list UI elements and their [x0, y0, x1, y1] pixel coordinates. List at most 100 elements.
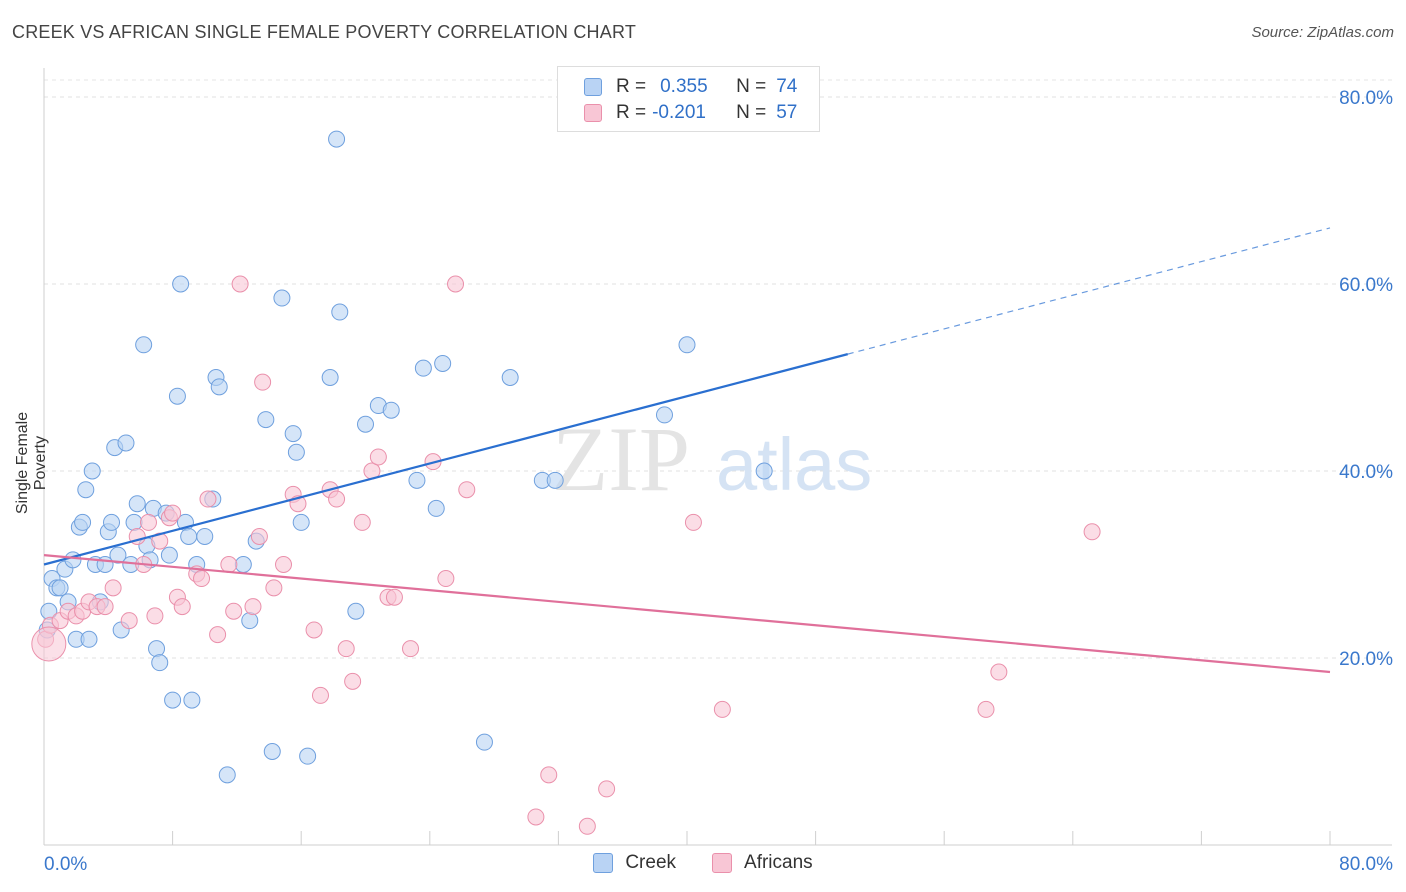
creek-point	[103, 513, 121, 531]
creek-point	[321, 369, 339, 386]
africans-point	[225, 602, 243, 620]
creek-point	[148, 640, 166, 658]
creek-point	[414, 359, 432, 377]
africans-point	[209, 626, 227, 644]
n-label: N =	[736, 76, 767, 97]
africans-point-large	[31, 626, 67, 662]
africans-point	[250, 527, 268, 545]
creek-point	[64, 551, 82, 569]
creek-point	[284, 425, 302, 443]
creek-point	[408, 471, 426, 489]
africans-point	[193, 570, 211, 588]
creek-point	[434, 354, 452, 372]
creek-point	[234, 556, 252, 573]
y-tick-label: 20.0%	[1339, 649, 1393, 670]
africans-point	[437, 570, 455, 588]
creek-point	[128, 495, 146, 513]
africans-point	[713, 700, 731, 718]
creek-point	[427, 499, 445, 517]
creek-point	[218, 766, 236, 784]
creek-point	[263, 743, 281, 760]
africans-point	[139, 513, 157, 531]
watermark-zip: ZIP	[552, 408, 690, 510]
africans-point	[305, 621, 323, 639]
creek-point	[77, 481, 95, 499]
creek-point	[287, 443, 305, 461]
creek-point	[299, 747, 317, 765]
africans-point	[977, 700, 995, 718]
creek-point	[331, 303, 349, 321]
legend-row-creek: R = 0.355 N = 74	[584, 75, 797, 99]
creek-point	[164, 691, 182, 709]
creek-point	[501, 369, 519, 386]
watermark: ZIP atlas	[552, 408, 872, 510]
africans-points	[31, 275, 1101, 835]
africans-point	[344, 672, 362, 690]
africans-point	[254, 373, 272, 391]
creek-point	[51, 579, 69, 597]
africans-swatch	[712, 853, 733, 873]
africans-point	[990, 663, 1008, 681]
africans-point	[275, 556, 293, 573]
africans-point	[311, 686, 329, 704]
y-axis-label: Single Female Poverty	[14, 411, 49, 515]
africans-point	[353, 513, 371, 531]
creek-point	[125, 513, 143, 531]
x-tick-label: 80.0%	[1339, 854, 1393, 875]
source-credit: Source: ZipAtlas.com	[1251, 24, 1394, 41]
africans-point	[328, 490, 346, 508]
trend-lines	[43, 227, 1331, 674]
r-label: R =	[616, 102, 647, 123]
creek-swatch	[584, 78, 602, 96]
africans-point	[96, 598, 114, 616]
creek-point	[168, 387, 186, 405]
creek-point	[546, 471, 564, 489]
n-value: 57	[776, 102, 798, 123]
africans-point	[598, 780, 616, 798]
creek-point	[109, 546, 127, 564]
africans-swatch	[584, 104, 602, 122]
africans-point	[458, 481, 476, 499]
legend-item-creek[interactable]: Creek	[593, 852, 676, 874]
africans-point	[402, 640, 420, 658]
africans-point	[684, 513, 702, 531]
africans-point	[337, 640, 355, 658]
africans-point	[385, 588, 403, 606]
x-tick-label: 0.0%	[44, 854, 87, 875]
creek-point	[257, 411, 275, 429]
africans-point	[146, 607, 164, 625]
africans-point	[447, 275, 465, 293]
creek-point	[210, 378, 228, 396]
legend-label-africans: Africans	[744, 852, 813, 873]
creek-point	[382, 401, 400, 419]
creek-point	[160, 546, 178, 564]
africans-point	[220, 556, 238, 573]
africans-point	[173, 598, 191, 616]
axes	[43, 68, 1392, 846]
creek-point	[80, 630, 98, 648]
africans-point	[527, 808, 545, 826]
legend-item-africans[interactable]: Africans	[712, 852, 813, 874]
creek-point	[74, 513, 92, 531]
creek-point	[678, 336, 696, 354]
creek-point	[196, 527, 214, 545]
creek-point	[183, 691, 201, 709]
creek-point	[117, 434, 135, 452]
creek-point	[172, 275, 190, 293]
africans-point	[578, 817, 596, 835]
creek-point	[755, 462, 773, 480]
chart-title: CREEK VS AFRICAN SINGLE FEMALE POVERTY C…	[12, 22, 637, 42]
y-tick-label: 80.0%	[1339, 88, 1393, 109]
creek-point	[151, 654, 169, 672]
creek-point	[475, 733, 493, 751]
n-label: N =	[736, 102, 767, 123]
tick-labels: 20.0% 40.0% 60.0% 80.0% 0.0% 80.0%	[44, 88, 1393, 875]
r-value: 0.355	[660, 76, 708, 97]
series-legend: Creek Africans	[0, 852, 1406, 874]
creek-trend-extension	[847, 227, 1331, 355]
africans-point	[104, 579, 122, 597]
watermark-atlas: atlas	[716, 423, 872, 506]
africans-point	[164, 504, 182, 522]
africans-point	[244, 598, 262, 616]
